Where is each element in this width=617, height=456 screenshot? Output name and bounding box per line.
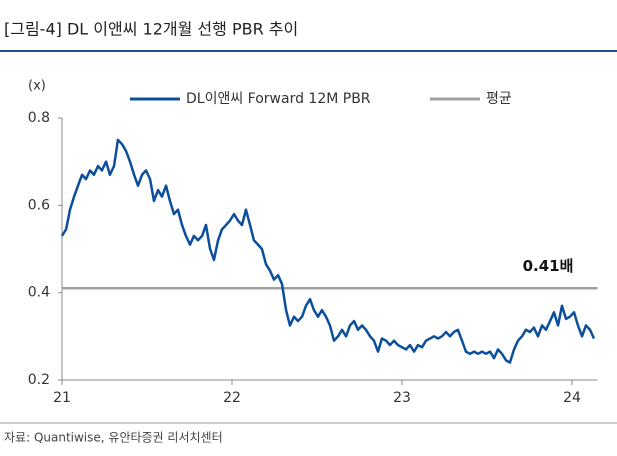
y-tick-label: 0.6 [28,197,50,213]
x-tick-label: 21 [53,390,71,406]
chart-title: [그림-4] DL 이앤씨 12개월 선행 PBR 추이 [4,20,298,39]
x-tick-label: 24 [563,390,581,406]
average-label: 0.41배 [523,257,574,275]
legend-label: 평균 [486,91,512,107]
legend-label: DL이앤씨 Forward 12M PBR [186,91,371,107]
x-tick-label: 22 [223,390,241,406]
x-tick-label: 23 [393,390,411,406]
y-tick-label: 0.2 [28,372,50,388]
y-unit: (x) [28,79,46,94]
source: 자료: Quantiwise, 유안타증권 리서치센터 [4,431,223,445]
y-tick-label: 0.4 [28,285,50,301]
series-line [60,138,596,364]
y-tick-label: 0.8 [28,110,50,126]
